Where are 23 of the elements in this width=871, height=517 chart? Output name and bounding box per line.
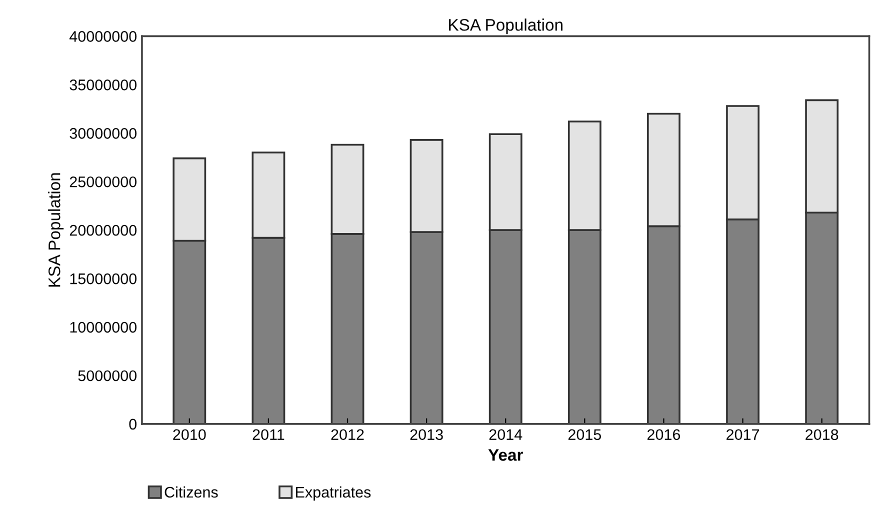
x-tick-label: 2013 — [410, 429, 443, 440]
x-axis-title: Year — [488, 449, 523, 461]
x-tick-label: 2018 — [806, 429, 838, 440]
y-tick-label: 35000000 — [70, 80, 137, 90]
x-tick-label: 2014 — [489, 429, 522, 440]
x-tick-label: 2012 — [331, 429, 364, 440]
x-tick-label: 2015 — [568, 429, 602, 440]
y-tick-label: 0 — [129, 418, 137, 430]
legend-label: Expatriates — [296, 486, 371, 501]
chart-title: KSA Population — [449, 18, 562, 34]
y-tick-label: 25000000 — [70, 176, 137, 188]
x-tick-label: 2011 — [252, 429, 284, 440]
y-tick-label: 15000000 — [70, 273, 137, 284]
legend-label: Citizens — [164, 486, 218, 498]
y-axis-title: KSA Population — [48, 173, 64, 287]
x-tick-label: 2016 — [648, 429, 680, 440]
x-tick-label: 2017 — [726, 429, 759, 440]
y-tick-label: 5000000 — [78, 370, 137, 382]
y-tick-label: 10000000 — [70, 322, 137, 333]
y-tick-label: 20000000 — [70, 224, 137, 236]
x-tick-label: 2010 — [173, 429, 206, 440]
y-tick-label: 40000000 — [69, 31, 137, 42]
y-tick-label: 30000000 — [70, 128, 137, 139]
